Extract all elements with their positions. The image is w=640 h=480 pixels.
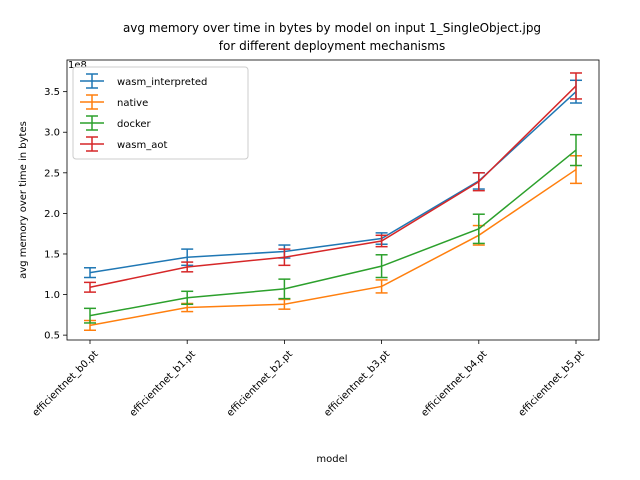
y-tick-label: 2.0	[44, 209, 60, 220]
y-tick-label: 1.0	[44, 290, 60, 301]
x-tick-label: efficientnet_b2.pt	[225, 349, 295, 419]
y-tick-label: 0.5	[44, 331, 60, 342]
x-tick-label: efficientnet_b0.pt	[31, 349, 101, 419]
legend-box	[72, 66, 249, 160]
series-line-wasm-aot	[89, 85, 577, 288]
y-tick-label: 2.5	[44, 168, 60, 179]
y-axis-label: avg memory over time in bytes	[18, 121, 29, 279]
chart-title-line-1: avg memory over time in bytes by model o…	[123, 21, 541, 35]
legend-label-wasm-interpreted: wasm_interpreted	[117, 77, 207, 88]
series-line-native	[89, 168, 577, 327]
y-tick-label: 3.0	[44, 128, 60, 139]
chart-title-line-2: for different deployment mechanisms	[219, 39, 445, 53]
y-tick-label: 3.5	[44, 87, 60, 98]
y-tick-label: 1.5	[44, 249, 60, 260]
x-tick-label: efficientnet_b5.pt	[517, 349, 587, 419]
plot-frame	[66, 59, 600, 341]
x-tick-label: efficientnet_b3.pt	[322, 349, 392, 419]
legend-label-wasm-aot: wasm_aot	[117, 140, 168, 151]
x-tick-label: efficientnet_b1.pt	[128, 349, 198, 419]
x-tick-label: efficientnet_b4.pt	[419, 349, 489, 419]
legend-label-docker: docker	[117, 119, 152, 130]
legend-label-native: native	[117, 98, 148, 109]
y-offset-label: 1e8	[68, 60, 87, 71]
x-axis-label: model	[316, 454, 347, 465]
series-line-docker	[89, 149, 577, 317]
